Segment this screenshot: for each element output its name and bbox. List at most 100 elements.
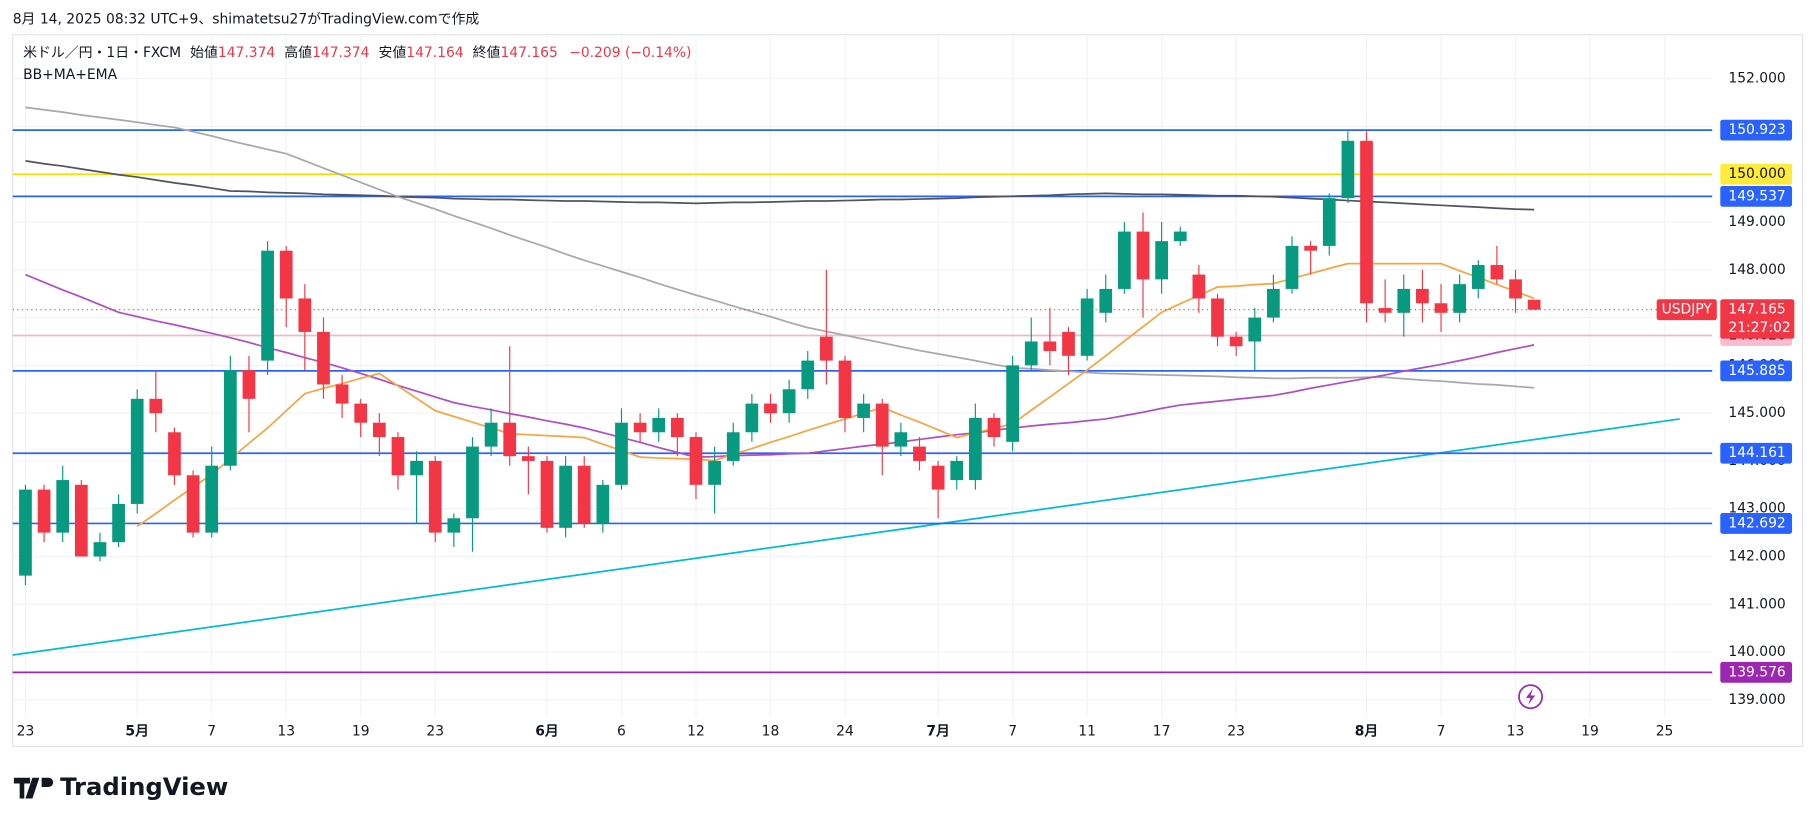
legend-line: 米ドル／円・1日・FXCM 始値147.374 高値147.374 安値147.… xyxy=(23,44,691,61)
candle-body xyxy=(1099,288,1113,313)
candle-body xyxy=(838,360,852,418)
candle-body xyxy=(410,460,423,476)
candle-body xyxy=(1490,265,1504,280)
candle-body xyxy=(503,422,517,457)
candle-body xyxy=(987,417,1001,438)
candle-body xyxy=(1211,298,1224,337)
y-tick-label: 139.000 xyxy=(1728,692,1785,708)
high-label: 高値 xyxy=(284,44,312,61)
grid xyxy=(12,34,1713,718)
indicator-line xyxy=(136,262,1535,528)
candle-body xyxy=(1527,299,1541,310)
x-tick-label: 7 xyxy=(207,723,216,739)
candle-body xyxy=(1192,274,1206,299)
candle-body xyxy=(130,398,144,504)
candle-body xyxy=(894,432,908,447)
x-tick-label: 25 xyxy=(1656,723,1674,739)
candle-body xyxy=(261,250,274,361)
level-badge xyxy=(1720,185,1793,207)
candle-body xyxy=(205,465,219,533)
high-value: 147.374 xyxy=(312,45,370,61)
x-tick-label: 18 xyxy=(762,723,780,739)
x-tick-label: 6月 xyxy=(535,723,559,739)
indicator-line xyxy=(25,160,1535,211)
trend-line xyxy=(12,418,1680,656)
indicator-line xyxy=(25,106,1535,389)
price-badge xyxy=(1720,299,1795,339)
candle-body xyxy=(74,484,88,557)
candle-body xyxy=(913,446,926,461)
candle-body xyxy=(484,422,498,447)
x-tick-label: 23 xyxy=(1227,723,1245,739)
x-tick-label: 7月 xyxy=(926,723,950,739)
symbol-label: USDJPY xyxy=(1662,302,1713,318)
candle-body xyxy=(1024,341,1038,366)
candle-body xyxy=(1304,245,1318,251)
y-tick-label: 149.000 xyxy=(1728,214,1785,230)
candle-body xyxy=(615,422,628,485)
indicator-label[interactable]: BB+MA+EMA xyxy=(23,67,117,83)
candle-body xyxy=(372,422,386,438)
candle-body xyxy=(782,389,796,414)
candle-body xyxy=(56,480,70,533)
candle-body xyxy=(279,250,293,299)
created-note: 8月 14, 2025 08:32 UTC+9、shimatetsu27がTra… xyxy=(13,12,480,28)
candle-body xyxy=(223,370,237,466)
candle-body xyxy=(875,403,889,447)
candle-body xyxy=(689,437,703,485)
y-tick-label: 145.000 xyxy=(1728,405,1785,421)
candle-body xyxy=(521,456,535,461)
candle-body xyxy=(1173,231,1187,242)
candle-body xyxy=(447,518,461,533)
candle-body xyxy=(1155,241,1168,280)
x-tick-label: 23 xyxy=(426,723,444,739)
candle-body xyxy=(1006,365,1019,442)
x-tick-label: 13 xyxy=(277,723,295,739)
x-tick-label: 13 xyxy=(1507,723,1525,739)
candle-body xyxy=(820,336,833,361)
candle-body xyxy=(168,432,181,476)
level-label: 142.692 xyxy=(1728,515,1785,531)
x-tick-label: 7 xyxy=(1008,723,1017,739)
plot xyxy=(12,106,1713,674)
open-value: 147.374 xyxy=(218,45,276,61)
change: −0.209 (−0.14%) xyxy=(569,45,691,61)
candle-body xyxy=(801,360,815,390)
countdown: 21:27:02 xyxy=(1728,320,1790,336)
level-badge xyxy=(1720,513,1793,534)
x-tick-label: 19 xyxy=(1581,723,1599,739)
candle-body xyxy=(1062,331,1075,356)
candle-body xyxy=(931,465,945,490)
candle-body xyxy=(596,484,610,524)
candle-body xyxy=(391,437,405,476)
candle-body xyxy=(764,403,777,414)
candle-body xyxy=(577,465,591,524)
alert-icon[interactable] xyxy=(1518,684,1543,710)
candle-body xyxy=(1397,288,1411,313)
x-tick-label: 24 xyxy=(836,723,854,739)
low-label: 安値 xyxy=(379,45,407,61)
chart-frame xyxy=(12,34,1804,748)
candle-body xyxy=(1285,245,1299,289)
logo[interactable]: TradingView xyxy=(13,772,228,801)
x-tick-label: 5月 xyxy=(125,723,149,739)
x-tick-label: 12 xyxy=(687,723,705,739)
candle-body xyxy=(1118,231,1131,289)
candle-body xyxy=(1378,308,1392,313)
candle-body xyxy=(1267,288,1280,318)
level-badge xyxy=(1720,442,1793,464)
logo-text: TradingView xyxy=(60,772,228,801)
candle-body xyxy=(1453,284,1467,313)
y-tick-label: 143.000 xyxy=(1728,501,1785,517)
symbol-badge xyxy=(1656,299,1717,321)
candle-body xyxy=(149,398,163,414)
level-badge xyxy=(1720,163,1793,185)
alert-bolt xyxy=(1525,688,1536,705)
candle-body xyxy=(1322,198,1336,246)
candle-body xyxy=(1434,303,1448,313)
open-label: 始値 xyxy=(190,45,218,61)
candle-body xyxy=(950,460,964,481)
price-label: 147.165 xyxy=(1728,302,1785,318)
candle-body xyxy=(652,417,666,433)
